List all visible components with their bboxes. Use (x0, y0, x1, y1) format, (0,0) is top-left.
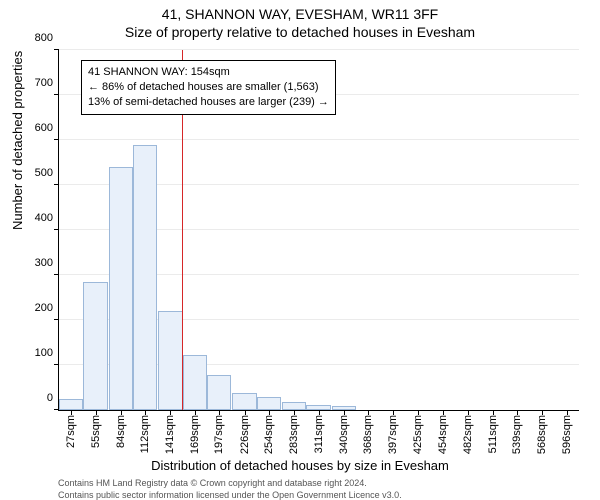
y-tick-label: 800 (35, 32, 53, 44)
x-tick-label: 340sqm (338, 415, 350, 454)
gridline (59, 139, 579, 140)
x-tick-label: 397sqm (387, 415, 399, 454)
x-tick-label: 596sqm (561, 415, 573, 454)
x-tick-label: 55sqm (90, 415, 102, 448)
x-tick-label: 84sqm (115, 415, 127, 448)
histogram-bar (232, 393, 256, 410)
histogram-bar (109, 167, 133, 410)
y-tick-mark (54, 274, 59, 275)
y-tick-mark (54, 319, 59, 320)
x-tick-label: 283sqm (288, 415, 300, 454)
y-tick-label: 0 (47, 392, 53, 404)
histogram-bar (207, 375, 231, 410)
y-tick-mark (54, 49, 59, 50)
gridline (59, 49, 579, 50)
infobox-line: 41 SHANNON WAY: 154sqm (88, 65, 329, 80)
y-tick-label: 300 (35, 257, 53, 269)
histogram-bar (257, 397, 281, 410)
infobox-line: 13% of semi-detached houses are larger (… (88, 95, 329, 110)
infobox: 41 SHANNON WAY: 154sqm← 86% of detached … (81, 60, 336, 115)
y-tick-label: 700 (35, 77, 53, 89)
histogram-plot: 010020030040050060070080027sqm55sqm84sqm… (58, 50, 579, 411)
x-axis-label: Distribution of detached houses by size … (0, 458, 600, 473)
y-tick-label: 600 (35, 122, 53, 134)
histogram-bar (59, 399, 83, 410)
y-tick-label: 500 (35, 167, 53, 179)
x-tick-label: 27sqm (65, 415, 77, 448)
x-tick-label: 539sqm (511, 415, 523, 454)
page-title: 41, SHANNON WAY, EVESHAM, WR11 3FF (0, 6, 600, 22)
x-tick-label: 197sqm (213, 415, 225, 454)
y-tick-mark (54, 184, 59, 185)
y-tick-label: 200 (35, 302, 53, 314)
x-tick-label: 425sqm (412, 415, 424, 454)
x-tick-label: 226sqm (239, 415, 251, 454)
x-tick-label: 568sqm (536, 415, 548, 454)
histogram-bar (183, 355, 207, 410)
footer-copyright-1: Contains HM Land Registry data © Crown c… (58, 478, 367, 488)
y-axis-label: Number of detached properties (10, 51, 25, 230)
y-tick-mark (54, 229, 59, 230)
y-tick-mark (54, 139, 59, 140)
footer-copyright-2: Contains public sector information licen… (58, 490, 402, 500)
y-tick-label: 100 (35, 347, 53, 359)
histogram-bar (133, 145, 157, 411)
x-tick-label: 254sqm (263, 415, 275, 454)
y-tick-label: 400 (35, 212, 53, 224)
x-tick-label: 311sqm (313, 415, 325, 453)
histogram-bar (83, 282, 107, 410)
histogram-bar (158, 311, 182, 410)
infobox-line: ← 86% of detached houses are smaller (1,… (88, 80, 329, 95)
y-tick-mark (54, 364, 59, 365)
x-tick-label: 454sqm (437, 415, 449, 454)
x-tick-label: 368sqm (362, 415, 374, 454)
x-tick-label: 511sqm (487, 415, 499, 453)
x-tick-label: 482sqm (462, 415, 474, 454)
x-tick-label: 141sqm (164, 415, 176, 454)
x-tick-label: 112sqm (139, 415, 151, 453)
histogram-bar (282, 402, 306, 410)
chart-subtitle: Size of property relative to detached ho… (0, 24, 600, 40)
x-tick-label: 169sqm (189, 415, 201, 454)
y-tick-mark (54, 94, 59, 95)
